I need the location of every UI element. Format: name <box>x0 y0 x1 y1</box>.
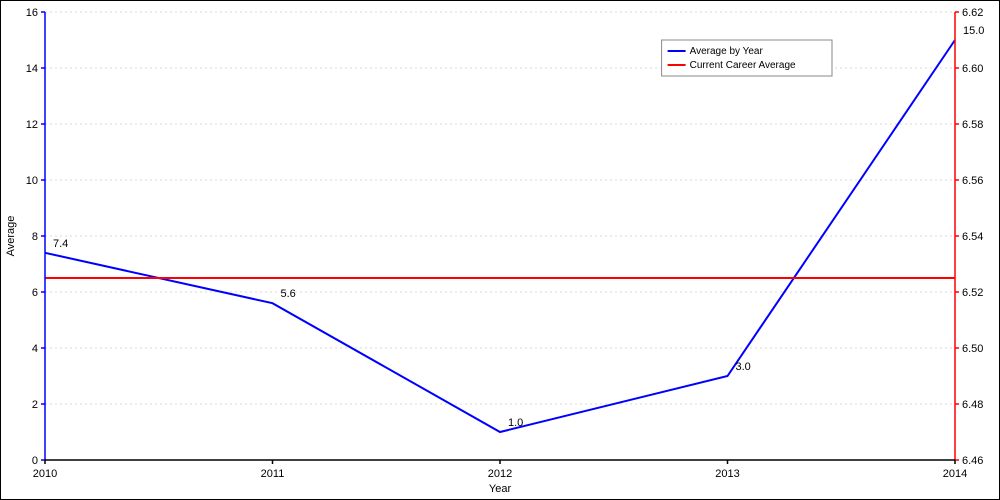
y-right-tick-label: 6.52 <box>962 287 983 299</box>
y-axis-label: Average <box>5 216 17 257</box>
y-right-tick-label: 6.60 <box>962 63 983 75</box>
average-by-year-chart: 7.4 5.6 1.0 3.0 15.0 0 2 4 6 8 10 12 14 16 6.46 6.48 6.5… <box>0 0 1000 500</box>
legend: Average by Year Current Career Average <box>662 40 832 76</box>
y-left-tick-label: 12 <box>26 119 38 131</box>
legend-item-label: Current Career Average <box>690 60 796 71</box>
y-left-tick-label: 16 <box>26 7 38 19</box>
x-axis-label: Year <box>489 483 512 495</box>
y-right-tick-label: 6.50 <box>962 343 983 355</box>
data-label: 1.0 <box>508 417 523 429</box>
y-left-tick-label: 14 <box>26 63 38 75</box>
data-label: 3.0 <box>736 361 751 373</box>
x-tick-label: 2011 <box>261 468 285 480</box>
y-right-tick-label: 6.58 <box>962 119 983 131</box>
y-right-tick-label: 6.54 <box>962 231 983 243</box>
y-left-tick-label: 4 <box>32 343 38 355</box>
y-left-tick-label: 6 <box>32 287 38 299</box>
y-left-tick-label: 2 <box>32 399 38 411</box>
data-label: 7.4 <box>53 238 68 250</box>
y-right-tick-label: 6.46 <box>962 455 983 467</box>
legend-item-label: Average by Year <box>690 46 764 57</box>
x-tick-label: 2010 <box>33 468 57 480</box>
y-right-tick-label: 6.48 <box>962 399 983 411</box>
x-tick-label: 2013 <box>715 468 739 480</box>
y-left-tick-label: 8 <box>32 231 38 243</box>
x-tick-label: 2014 <box>943 468 967 480</box>
y-left-tick-label: 10 <box>26 175 38 187</box>
chart-svg: 7.4 5.6 1.0 3.0 15.0 0 2 4 6 8 10 12 14 16 6.46 6.48 6.5… <box>0 0 1000 500</box>
x-tick-label: 2012 <box>488 468 512 480</box>
y-left-tick-label: 0 <box>32 455 38 467</box>
y-right-tick-label: 6.62 <box>962 7 983 19</box>
y-right-tick-label: 6.56 <box>962 175 983 187</box>
data-label: 15.0 <box>963 25 984 37</box>
data-label: 5.6 <box>281 288 296 300</box>
